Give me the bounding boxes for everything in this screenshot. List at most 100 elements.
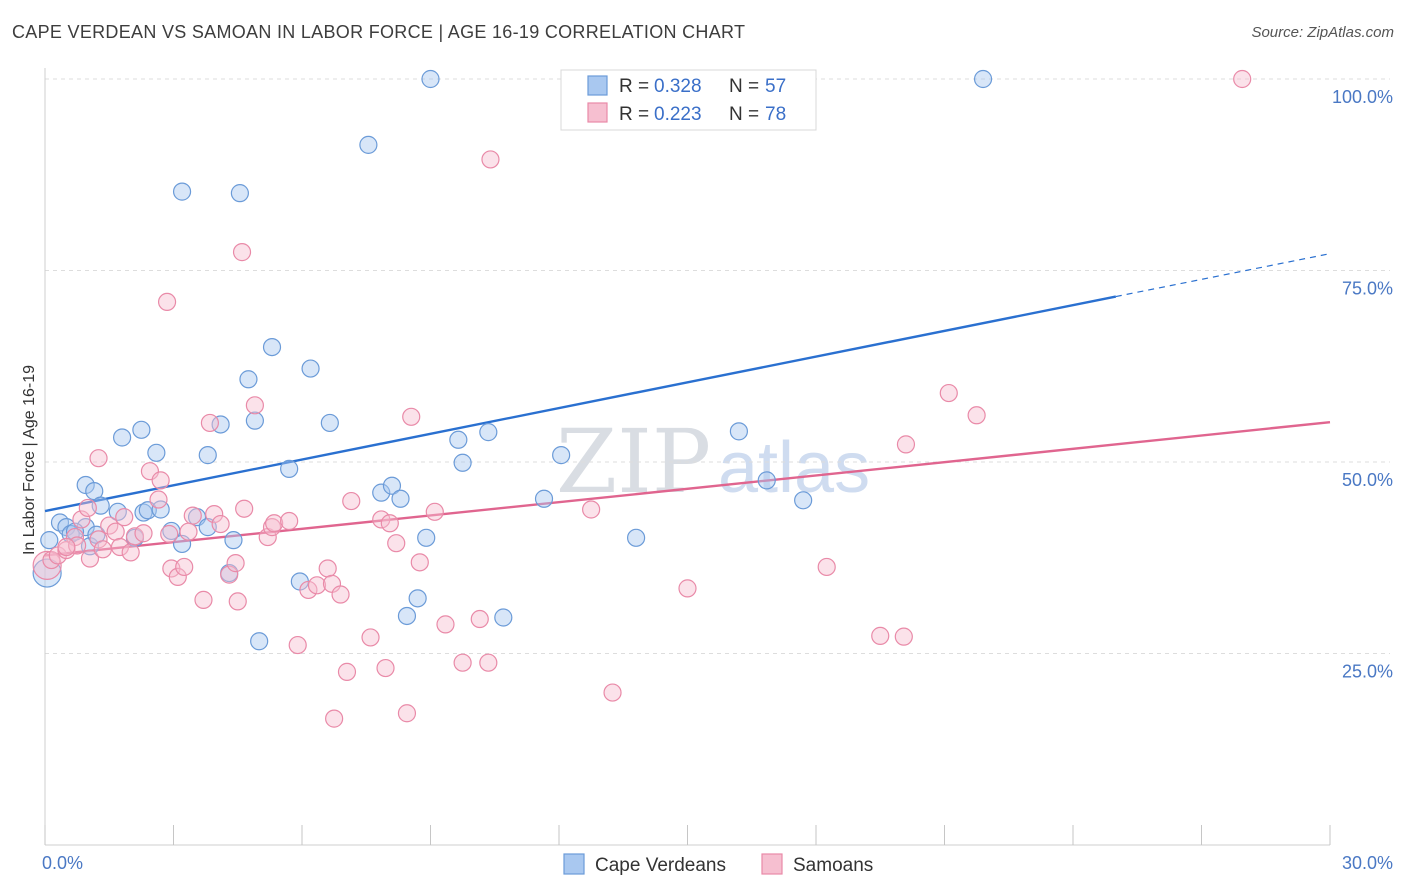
y-tick-label-50: 50.0% [1342,470,1393,490]
cape-verdean-point [172,182,192,201]
samoan-point [115,508,134,527]
samoan-point [205,504,224,524]
cape-verdean-point [449,430,468,449]
cape-verdean-point [479,423,498,442]
samoan-point [110,537,130,557]
cape-verdean-point [534,489,554,508]
samoan-point [175,557,194,577]
samoan-point [1233,69,1252,89]
samoan-point [582,500,601,519]
samoan-point [226,554,245,573]
samoan-point [232,243,252,262]
cape-verdean-point [382,476,402,495]
samoan-point [121,543,140,562]
cape-verdean-point [301,359,320,378]
cape-verdean-point [397,606,417,626]
cape-verdean-point [359,135,378,154]
cape-verdean-point [552,446,571,465]
cape-verdean-point [973,69,993,89]
legend-n-label-samoans: N = [729,104,759,125]
samoan-point [318,559,337,578]
samoan-point [168,567,187,587]
cape-verdean-point [147,443,166,462]
source-credit: Source: ZipAtlas.com [1251,24,1394,41]
samoan-point [397,704,417,723]
samoan-point [410,553,429,572]
x-tick-label-max: 30.0% [1342,853,1393,873]
samoan-point [288,635,307,655]
trend-line-samoans [44,420,1331,557]
x-tick-label-min: 0.0% [42,853,83,873]
cape-verdean-point [230,184,249,203]
samoan-point [89,449,108,468]
samoan-point [871,626,890,645]
cape-verdean-point [250,632,269,651]
samoan-point [342,491,361,511]
cape-verdean-point [320,413,339,433]
cape-verdean-point [729,422,749,441]
samoan-point [331,585,350,604]
gridlines [45,78,1390,654]
cape-verdean-point [132,420,151,439]
samoan-point [32,550,62,581]
samoan-point [387,534,406,553]
bottom-legend-label-samoans: Samoans [793,855,873,876]
samoan-point [361,628,380,647]
axes [44,68,1331,846]
samoan-point [265,514,284,533]
samoan-point [453,653,472,672]
y-tick-label-75: 75.0% [1342,279,1393,299]
legend-n-value-samoans: 78 [765,104,786,125]
legend-box: R = 0.328 N = 57 R = 0.223 N = 78 [560,69,817,131]
cape-verdeans-points [32,69,993,651]
trend-line-cape-verdeans [44,295,1117,513]
samoan-point [402,407,421,426]
samoan-point [299,580,318,600]
cape-verdean-point [112,428,132,447]
cape-verdean-point [408,589,427,608]
bottom-legend-swatch-cape-verdeans [563,853,585,875]
trend-line-cape-verdeans-extension [1115,253,1331,298]
cape-verdean-point [391,489,410,508]
samoan-point [57,537,76,557]
cape-verdean-point [626,528,646,547]
samoan-point [72,510,91,529]
watermark-atlas: atlas [718,428,870,508]
bottom-legend: Cape Verdeans Samoans [563,853,873,876]
samoan-point [479,653,498,672]
samoan-point [817,557,836,577]
legend-swatch-cape-verdeans [587,75,608,96]
samoan-point [325,709,344,728]
samoan-point [42,550,61,570]
samoan-point [337,662,357,681]
samoan-point [200,413,220,433]
y-axis-title: In Labor Force | Age 16-19 [21,365,38,555]
cape-verdean-point [494,608,513,627]
cape-verdean-point [40,531,59,550]
samoan-point [220,565,239,584]
samoan-point [245,396,264,415]
samoan-point [896,435,916,454]
samoan-point [228,592,247,611]
samoan-point [280,511,299,531]
samoan-point [160,524,179,544]
samoan-point [678,579,697,598]
legend-r-value-samoans: 0.223 [654,104,702,125]
tick-labels: 25.0% 50.0% 75.0% 100.0% 0.0% 30.0% [42,87,1393,873]
legend-n-label-cape-verdeans: N = [729,76,759,97]
samoan-point [894,627,913,646]
samoan-point [179,522,198,541]
cape-verdean-point [138,501,157,520]
samoan-point [93,540,112,559]
samoan-point [967,406,986,425]
y-tick-label-25: 25.0% [1342,662,1393,682]
samoans-points [32,69,1252,728]
cape-verdean-point [421,69,440,89]
cape-verdean-point [32,558,62,588]
samoan-point [235,499,254,518]
legend-r-label-samoans: R = [619,104,649,125]
cape-verdean-point [417,528,436,547]
legend-r-label-cape-verdeans: R = [619,76,649,97]
samoan-point [603,683,622,702]
